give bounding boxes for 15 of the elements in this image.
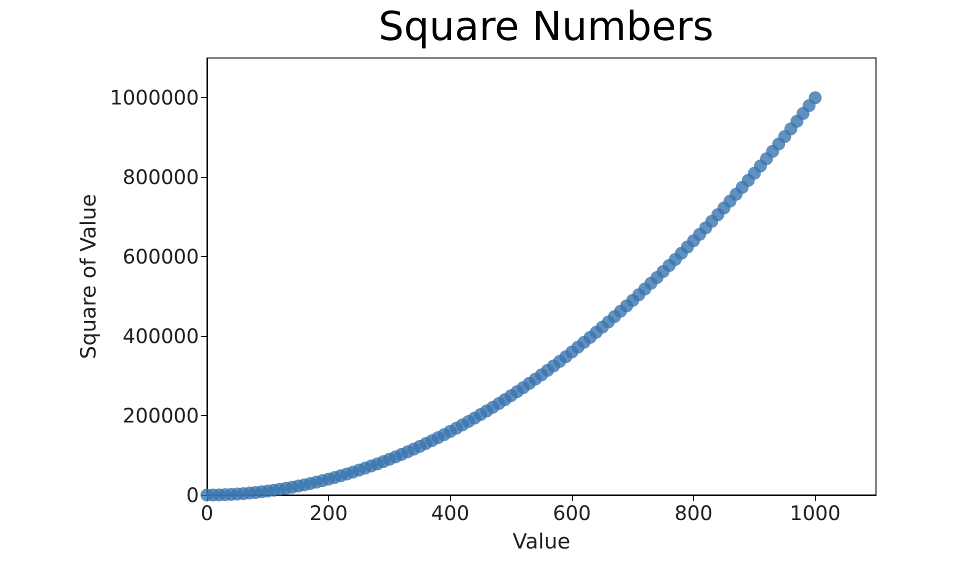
- y-tick-label: 800000: [122, 165, 199, 190]
- x-tick-label: 200: [310, 501, 348, 525]
- x-tick-label: 600: [552, 501, 592, 525]
- x-tick-label: 400: [431, 501, 470, 525]
- chart-title: Square Numbers: [378, 4, 714, 50]
- x-tick-label: 0: [200, 501, 214, 525]
- y-tick-label: 0: [186, 483, 199, 507]
- y-axis-title: Square of Value: [76, 194, 101, 360]
- y-tick-label: 600000: [122, 244, 199, 269]
- x-tick-label: 800: [674, 501, 713, 525]
- x-tick-label: 1000: [790, 501, 841, 525]
- y-tick-label: 200000: [122, 404, 199, 428]
- x-axis-title: Value: [512, 530, 570, 554]
- y-tick-label: 1000000: [110, 86, 199, 110]
- y-tick-label: 400000: [122, 324, 199, 348]
